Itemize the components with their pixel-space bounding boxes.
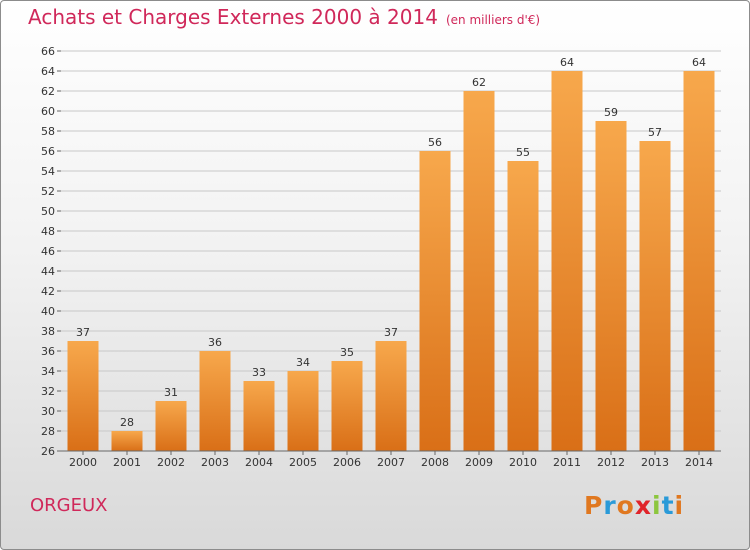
logo-letter: o [616, 491, 635, 520]
bar [199, 351, 231, 451]
bar-value-label: 55 [516, 146, 530, 159]
x-tick-label: 2000 [69, 456, 97, 469]
y-tick-label: 48 [41, 225, 55, 238]
chart-unit: (en milliers d'€) [445, 13, 541, 27]
x-tick-label: 2013 [641, 456, 669, 469]
y-tick-label: 46 [41, 245, 55, 258]
bar [111, 431, 143, 451]
x-tick-label: 2010 [509, 456, 537, 469]
bar-value-label: 64 [692, 56, 706, 69]
y-tick-label: 28 [41, 425, 55, 438]
y-tick-label: 54 [41, 165, 55, 178]
y-tick-label: 62 [41, 85, 55, 98]
bar [595, 121, 627, 451]
y-axis-ticks: 26 28 30 32 34 36 38 40 42 44 46 48 50 52 54 56 58 60 62 64… [41, 45, 61, 458]
y-tick-label: 50 [41, 205, 55, 218]
bar [67, 341, 99, 451]
x-tick-label: 2011 [553, 456, 581, 469]
y-tick-label: 36 [41, 345, 55, 358]
bar [155, 401, 187, 451]
logo-letter: i [674, 491, 685, 520]
bar-value-label: 33 [252, 366, 266, 379]
commune-name: ORGEUX [30, 495, 108, 516]
bar-value-label: 34 [296, 356, 310, 369]
y-tick-label: 32 [41, 385, 55, 398]
y-tick-label: 66 [41, 45, 55, 58]
bar [375, 341, 407, 451]
bar-value-label: 28 [120, 416, 134, 429]
bar-value-label: 36 [208, 336, 222, 349]
x-tick-label: 2008 [421, 456, 449, 469]
proxiti-logo: Proxiti [584, 491, 684, 520]
y-tick-label: 52 [41, 185, 55, 198]
x-tick-label: 2012 [597, 456, 625, 469]
bar-value-label: 31 [164, 386, 178, 399]
logo-letter: t [661, 491, 675, 520]
bar [551, 71, 583, 451]
bar-value-label: 56 [428, 136, 442, 149]
y-tick-label: 26 [41, 445, 55, 458]
x-tick-label: 2002 [157, 456, 185, 469]
x-tick-label: 2004 [245, 456, 273, 469]
logo-letter: r [603, 491, 617, 520]
x-tick-label: 2009 [465, 456, 493, 469]
bar [331, 361, 363, 451]
bar-value-label: 59 [604, 106, 618, 119]
bar-value-label: 37 [384, 326, 398, 339]
bar [419, 151, 451, 451]
x-tick-label: 2006 [333, 456, 361, 469]
y-tick-label: 34 [41, 365, 55, 378]
x-tick-label: 2005 [289, 456, 317, 469]
bar-value-label: 64 [560, 56, 574, 69]
logo-letter: x [634, 491, 652, 520]
logo-letter: P [584, 491, 604, 520]
y-tick-label: 44 [41, 265, 55, 278]
x-tick-label: 2007 [377, 456, 405, 469]
bar [287, 371, 319, 451]
logo-letter: i [652, 491, 662, 520]
y-tick-label: 58 [41, 125, 55, 138]
bars: 37 28 31 36 33 34 35 37 56 62 55 64 59 57 64 [67, 56, 715, 451]
y-tick-label: 56 [41, 145, 55, 158]
chart-title-main: Achats et Charges Externes 2000 à 2014 [28, 5, 438, 29]
bar-value-label: 35 [340, 346, 354, 359]
bar-value-label: 62 [472, 76, 486, 89]
bar-value-label: 37 [76, 326, 90, 339]
x-axis-ticks: 2000 2001 2002 2003 2004 2005 2006 2007 2008 2009… [69, 451, 713, 469]
bar [243, 381, 275, 451]
y-tick-label: 40 [41, 305, 55, 318]
y-tick-label: 30 [41, 405, 55, 418]
x-tick-label: 2001 [113, 456, 141, 469]
y-tick-label: 64 [41, 65, 55, 78]
chart-title: Achats et Charges Externes 2000 à 2014 (e… [28, 5, 540, 29]
y-tick-label: 38 [41, 325, 55, 338]
x-tick-label: 2014 [685, 456, 713, 469]
bar [507, 161, 539, 451]
x-tick-label: 2003 [201, 456, 229, 469]
y-tick-label: 60 [41, 105, 55, 118]
y-tick-label: 42 [41, 285, 55, 298]
bar [683, 71, 715, 451]
bar-value-label: 57 [648, 126, 662, 139]
bar [639, 141, 671, 451]
bar [463, 91, 495, 451]
